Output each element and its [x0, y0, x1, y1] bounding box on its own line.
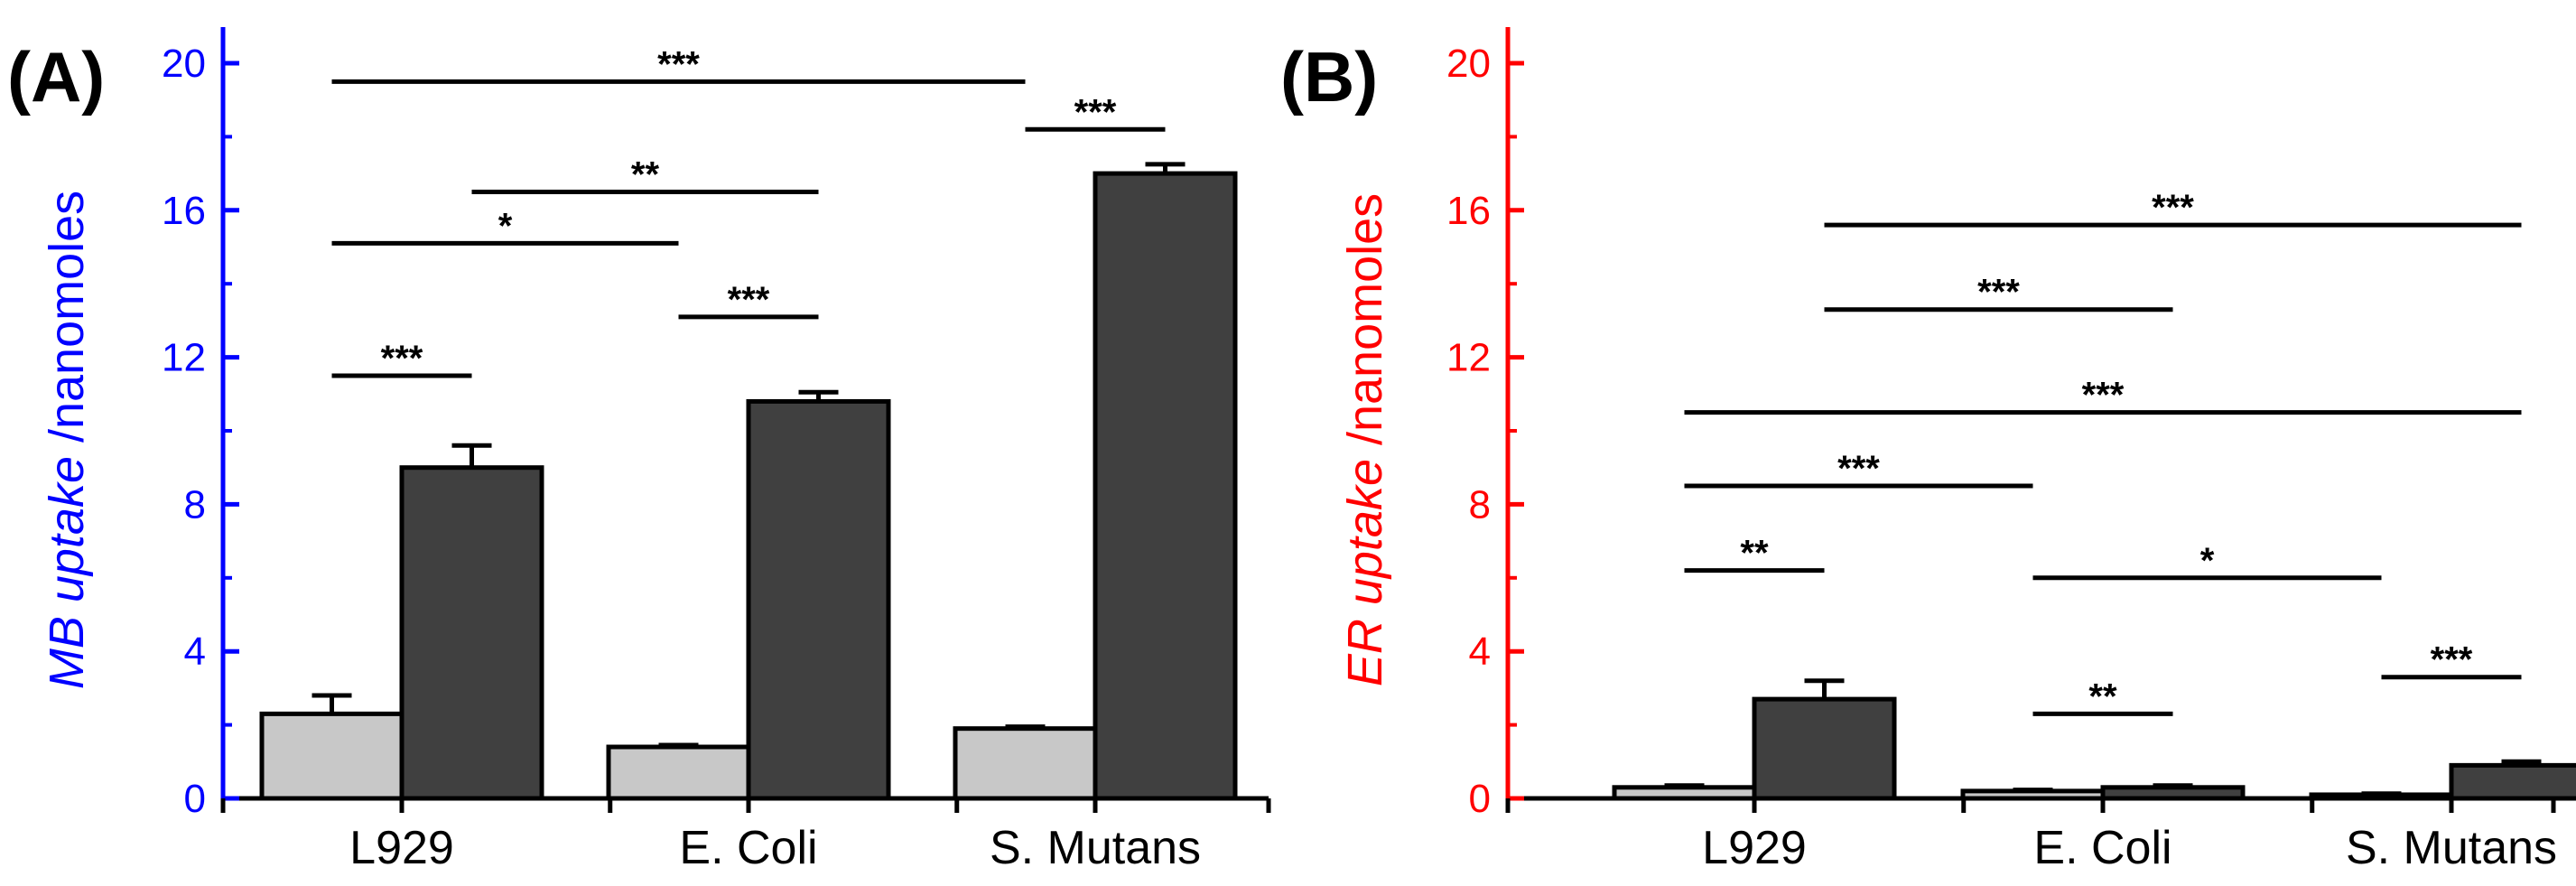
- significance-label: ***: [657, 44, 700, 84]
- y-tick-label: 4: [184, 630, 206, 674]
- x-tick-label: S. Mutans: [990, 822, 1201, 874]
- y-tick-label: 12: [162, 336, 206, 380]
- x-tick-label: L929: [1702, 822, 1807, 874]
- bar: [259, 711, 405, 801]
- y-tick-label: 0: [1469, 777, 1491, 821]
- significance-label: **: [631, 154, 660, 194]
- y-axis-title: ER uptake /nanomoles: [1338, 193, 1392, 686]
- bar: [1752, 696, 1897, 801]
- y-tick-label: 16: [162, 189, 206, 233]
- bar: [746, 398, 891, 801]
- significance-label: ***: [1837, 449, 1880, 489]
- y-tick-label: 0: [184, 777, 206, 821]
- significance-label: **: [1740, 534, 1769, 574]
- significance-label: ***: [1074, 92, 1117, 132]
- x-tick-label: E. Coli: [679, 822, 817, 874]
- panel-label: (B): [1280, 37, 1378, 117]
- y-axis-title-units: /nanomoles: [1338, 193, 1392, 459]
- y-axis-title-italic: MB uptake: [40, 456, 94, 689]
- x-tick-label: S. Mutans: [2346, 822, 2557, 874]
- panel-b: (B) ER uptake /nanomoles 0 4 8 12 16 20 L929 E. C…: [1280, 27, 2576, 874]
- significance-label: ***: [1977, 273, 2020, 312]
- y-axis-title-italic: ER uptake: [1338, 459, 1392, 686]
- significance-label: *: [498, 206, 513, 246]
- bar: [399, 465, 544, 801]
- y-tick-label: 20: [1446, 42, 1491, 86]
- y-tick-label: 8: [184, 482, 206, 527]
- y-axis-title-units: /nanomoles: [40, 191, 94, 456]
- bar: [953, 726, 1098, 801]
- y-tick-label: 16: [1446, 189, 1491, 233]
- significance-label: **: [2088, 676, 2117, 716]
- bar: [2449, 762, 2576, 801]
- y-tick-label: 12: [1446, 336, 1491, 380]
- y-tick-label: 20: [162, 42, 206, 86]
- significance-label: ***: [728, 280, 770, 320]
- bar: [1093, 171, 1238, 801]
- panel-label: (A): [7, 37, 105, 117]
- significance-label: ***: [2082, 376, 2125, 415]
- significance-label: *: [2200, 541, 2215, 581]
- significance-label: ***: [381, 339, 423, 378]
- significance-label: ***: [2152, 188, 2194, 228]
- panel-a: (A) MB uptake /nanomoles 0 4 8 12 16 20 L929 E. C…: [7, 27, 1271, 874]
- y-axis-title: MB uptake /nanomoles: [40, 191, 94, 689]
- x-tick-label: L929: [349, 822, 454, 874]
- x-tick-label: E. Coli: [2033, 822, 2171, 874]
- y-tick-label: 8: [1469, 482, 1491, 527]
- significance-label: ***: [2431, 640, 2473, 680]
- y-tick-label: 4: [1469, 630, 1491, 674]
- bar: [606, 744, 751, 801]
